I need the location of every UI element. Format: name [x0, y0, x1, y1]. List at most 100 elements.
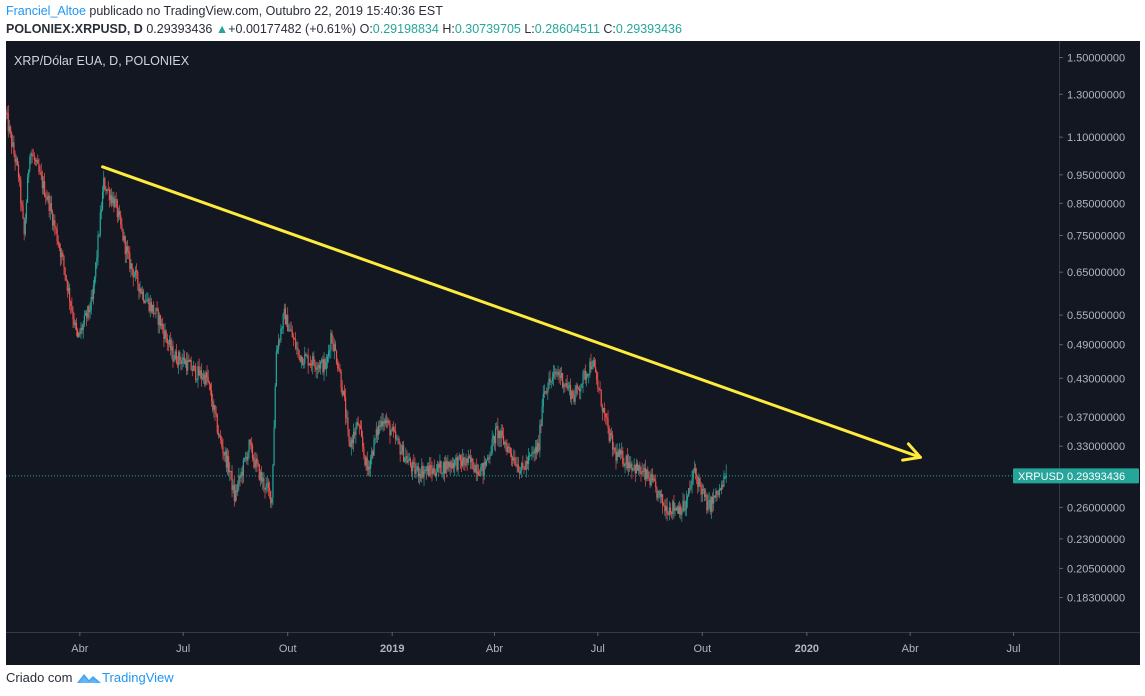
candle-body	[251, 445, 254, 459]
candle-body	[382, 421, 384, 427]
candle-body	[388, 420, 390, 424]
candle-body	[218, 435, 221, 437]
time-axis[interactable]: Abr Jul Out 2019 Abr Jul Out 2020 Abr Jul	[71, 632, 1021, 655]
candle-body	[554, 371, 556, 373]
candle-body	[117, 211, 120, 218]
tradingview-link[interactable]: TradingView	[102, 670, 174, 685]
candle-body	[471, 458, 473, 463]
candle-body	[423, 471, 425, 478]
candle-body	[675, 507, 677, 511]
candle-body	[351, 439, 354, 444]
candle-body	[305, 354, 307, 356]
candle-body	[80, 327, 82, 334]
candle-body	[140, 288, 142, 294]
candle-body	[134, 270, 137, 276]
candle-body	[222, 446, 224, 454]
candle-body	[167, 343, 170, 345]
candle-body	[98, 235, 100, 236]
candle-body	[198, 366, 200, 376]
candle-body	[341, 387, 343, 396]
candle-body	[381, 421, 383, 427]
candle-body	[131, 263, 133, 270]
candle-body	[375, 429, 377, 439]
publish-info: Franciel_Altoe publicado no TradingView.…	[6, 4, 443, 18]
candle-body	[105, 189, 107, 192]
time-tick-label: Abr	[486, 643, 503, 655]
candle-body	[200, 370, 202, 379]
candle-body	[22, 206, 24, 219]
candle-body	[211, 390, 213, 402]
tradingview-logo-icon[interactable]	[76, 671, 102, 688]
candle-body	[46, 197, 48, 200]
candle-body	[506, 445, 508, 453]
candle-body	[316, 366, 318, 370]
candle-body	[14, 153, 16, 163]
candle-body	[370, 458, 372, 469]
candle-body	[328, 351, 330, 357]
candle-body	[309, 363, 312, 365]
candle-body	[397, 438, 399, 440]
candle-body	[579, 388, 581, 392]
candle-body	[334, 344, 337, 352]
candle-body	[245, 456, 247, 459]
candle-body	[530, 454, 532, 456]
candle-body	[491, 439, 493, 454]
trendline[interactable]	[101, 165, 922, 459]
candle-body	[158, 315, 160, 325]
author-link[interactable]: Franciel_Altoe	[6, 4, 86, 18]
candle-body	[387, 420, 389, 423]
candle-body	[75, 322, 78, 330]
candle-body	[589, 361, 591, 375]
candle-body	[217, 432, 220, 436]
candle-body	[467, 455, 469, 463]
candle-body	[597, 379, 599, 388]
price-tick-label: 0.95000000	[1067, 170, 1125, 182]
candle-body	[516, 464, 518, 467]
candle-body	[550, 381, 552, 383]
trendline-group[interactable]	[101, 165, 922, 462]
candle-body	[81, 327, 83, 331]
candle-body	[178, 352, 180, 366]
candle-body	[636, 463, 639, 471]
candle-body	[522, 463, 524, 467]
candle-body	[600, 390, 602, 407]
chart-title: XRP/Dólar EUA, D, POLONIEX	[14, 54, 190, 68]
price-axis[interactable]: 1.50000000 1.30000000 1.10000000 0.95000000…	[1059, 53, 1125, 605]
candle-body	[708, 500, 710, 502]
candle-body	[356, 422, 358, 428]
candle-body	[430, 465, 432, 470]
candle-body	[297, 348, 299, 350]
candle-body	[383, 421, 385, 424]
candle-body	[192, 365, 195, 371]
price-chart[interactable]: 1.50000000 1.30000000 1.10000000 0.95000000…	[6, 41, 1140, 665]
candle-body	[666, 506, 668, 515]
candle-body	[681, 510, 683, 515]
candle-body	[682, 500, 684, 511]
candle-body	[28, 170, 30, 177]
candle-body	[53, 220, 55, 226]
candle-body	[138, 283, 140, 292]
candle-body	[693, 468, 695, 471]
candle-body	[262, 477, 264, 482]
candle-body	[118, 211, 121, 216]
candle-body	[322, 359, 324, 373]
candle-body	[458, 455, 460, 457]
candle-body	[256, 458, 258, 464]
candle-body	[120, 215, 122, 225]
candle-body	[451, 463, 454, 469]
candle-body	[605, 413, 607, 417]
high-label: H:	[442, 22, 455, 36]
candle-body	[642, 470, 644, 472]
candle-body	[457, 456, 459, 471]
candle-body	[408, 458, 410, 461]
candle-body	[572, 390, 574, 397]
candle-body	[30, 153, 32, 157]
candle-body	[531, 452, 533, 455]
candle-body	[526, 461, 528, 465]
candle-body	[223, 453, 225, 456]
candle-body	[270, 490, 272, 504]
candle-body	[287, 314, 289, 332]
candle-body	[552, 372, 555, 378]
candle-body	[89, 310, 91, 313]
candle-body	[604, 408, 606, 414]
